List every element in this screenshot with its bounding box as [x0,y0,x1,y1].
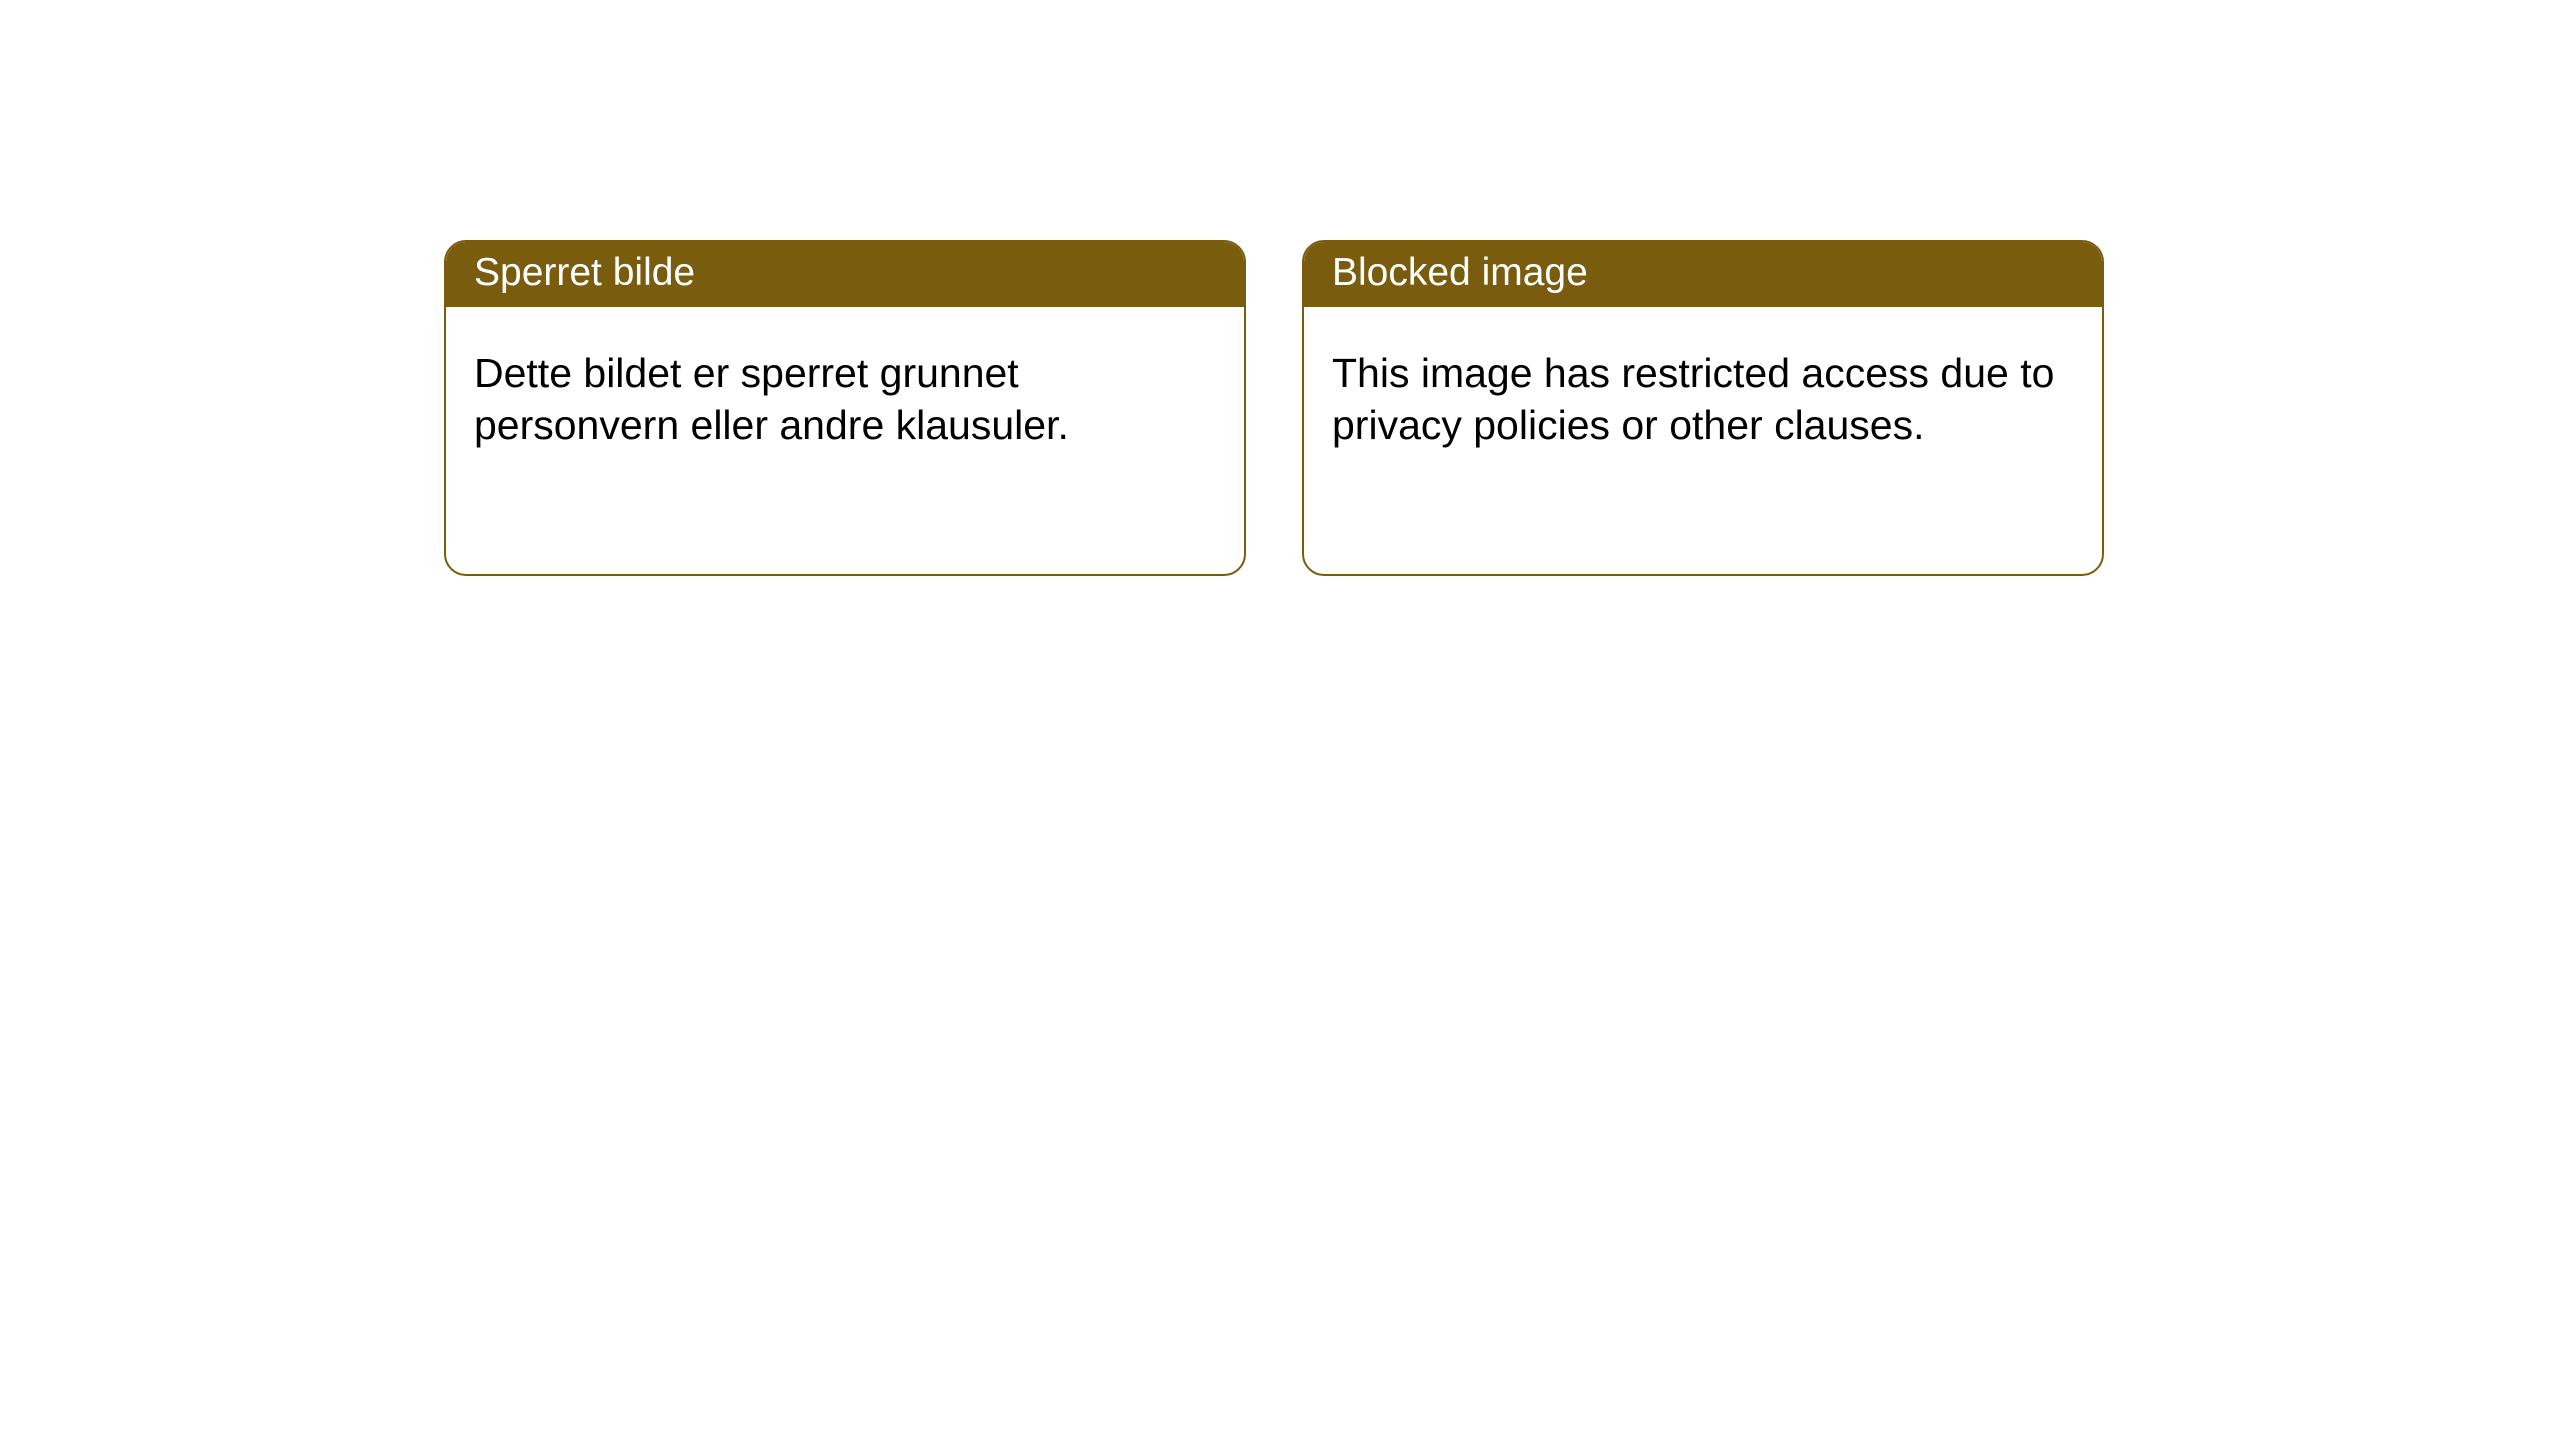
notice-title: Sperret bilde [446,242,1244,307]
notice-body-text: Dette bildet er sperret grunnet personve… [446,307,1244,479]
notice-body-text: This image has restricted access due to … [1304,307,2102,479]
notice-card-english: Blocked image This image has restricted … [1302,240,2104,576]
notice-card-norwegian: Sperret bilde Dette bildet er sperret gr… [444,240,1246,576]
notice-container: Sperret bilde Dette bildet er sperret gr… [0,0,2560,576]
notice-title: Blocked image [1304,242,2102,307]
